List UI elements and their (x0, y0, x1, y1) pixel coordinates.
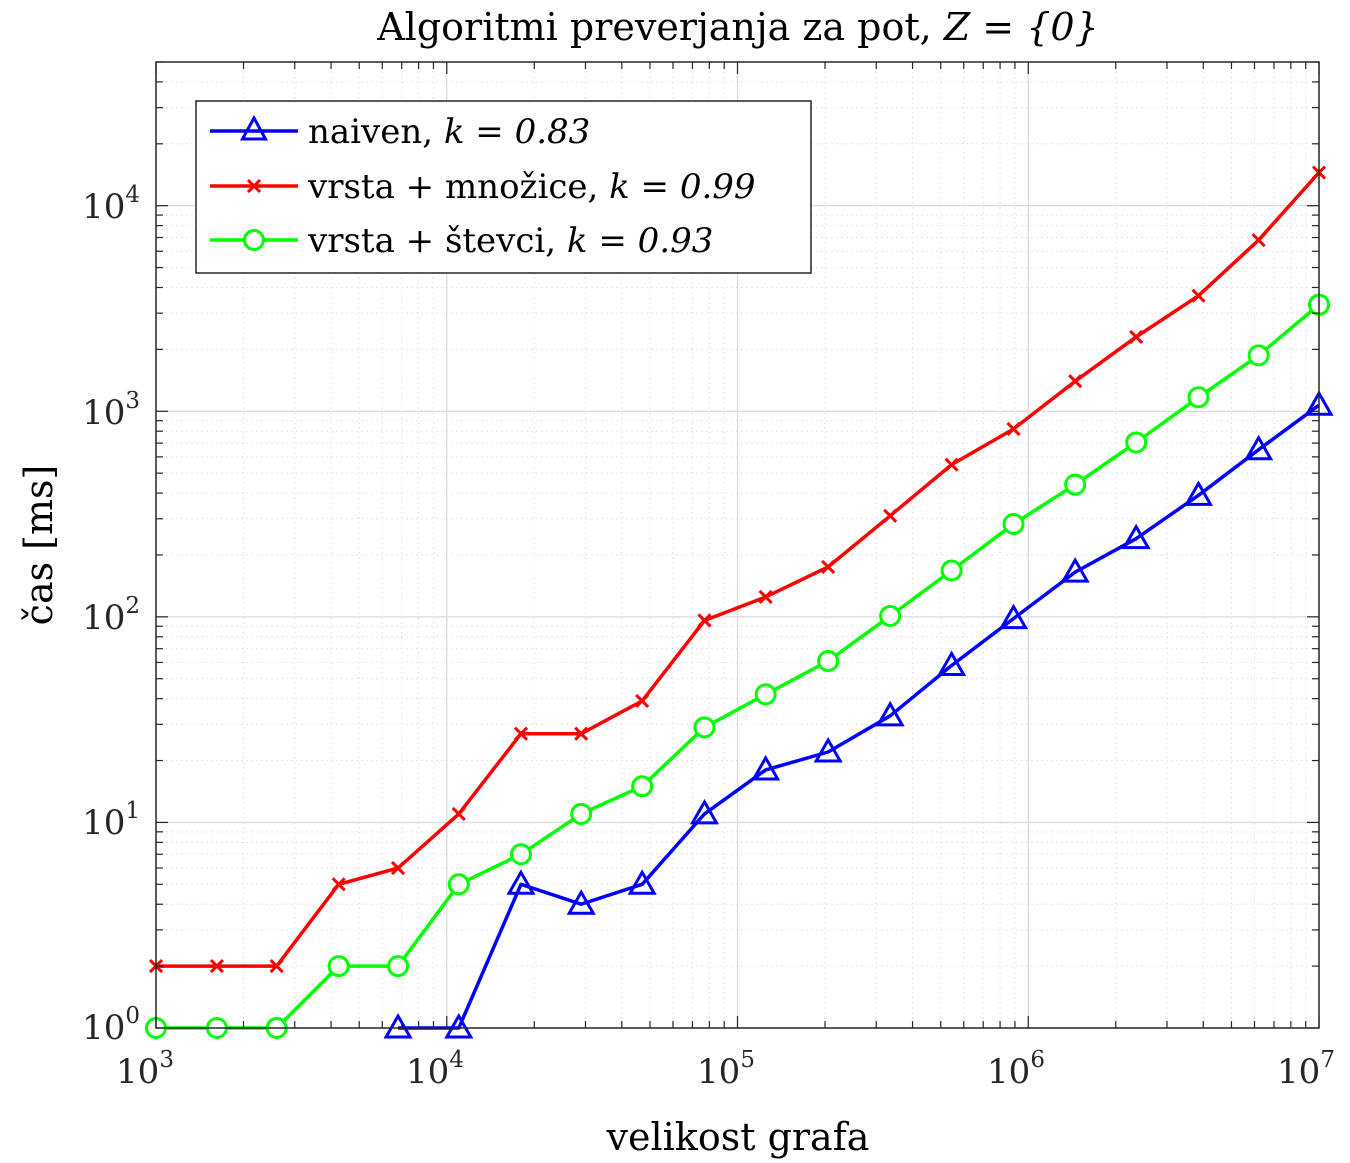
data-point (383, 1012, 413, 1039)
data-point (1187, 386, 1210, 409)
legend-label-mnozice: vrsta + množice, k = 0.99 (307, 167, 756, 207)
data-point (1244, 434, 1274, 461)
data-point (1060, 557, 1090, 583)
data-point (1064, 473, 1087, 496)
y-tick-label: 103 (82, 388, 140, 433)
data-point (1129, 329, 1144, 344)
data-point (390, 860, 406, 876)
chart-title-text: Algoritmi preverjanja za pot, (376, 5, 944, 49)
x-marker-icon (246, 178, 262, 194)
data-point (751, 754, 781, 781)
series-layer (145, 165, 1334, 1039)
data-point (697, 613, 712, 628)
circle-marker-icon (243, 229, 265, 251)
chart-title-math: Z = {0} (943, 5, 1099, 49)
data-point (444, 1012, 474, 1039)
legend-item: naiven, k = 0.83 (210, 112, 590, 152)
data-point (331, 877, 346, 892)
series-x (148, 165, 1327, 974)
data-point (1068, 374, 1083, 389)
legend: naiven, k = 0.83 vrsta + množice, k = 0.… (195, 100, 812, 274)
data-point (631, 775, 654, 798)
legend-label-naiven: naiven, k = 0.83 (308, 112, 590, 152)
data-point (879, 604, 902, 627)
series-triangle (383, 390, 1334, 1039)
data-point (693, 716, 716, 739)
x-tick-label: 105 (697, 1047, 755, 1092)
legend-box (195, 100, 812, 274)
tick-marks (155, 61, 1320, 1029)
data-point (875, 700, 905, 727)
legend-label-stevci: vrsta + števci, k = 0.93 (307, 221, 713, 261)
data-point (566, 889, 596, 915)
data-point (1125, 431, 1148, 454)
y-axis-label: čas [ms] (17, 465, 61, 626)
data-point (327, 955, 350, 978)
data-point (754, 683, 777, 706)
triangle-marker-icon (239, 114, 269, 141)
data-point (1247, 344, 1270, 367)
data-point (944, 457, 959, 472)
data-point (937, 650, 967, 676)
data-point (574, 726, 589, 741)
series-line (156, 171, 1321, 968)
data-point (635, 693, 650, 708)
data-point (1002, 512, 1025, 535)
data-point (1006, 421, 1021, 437)
data-point (506, 869, 536, 895)
data-point (1191, 288, 1206, 303)
series-line (398, 403, 1321, 1030)
x-tick-label: 103 (116, 1047, 174, 1092)
data-point (447, 873, 470, 896)
data-point (689, 798, 720, 825)
data-point (1183, 480, 1214, 506)
data-point (883, 508, 898, 523)
data-point (813, 737, 843, 763)
series-circle (145, 293, 1330, 1039)
y-tick-labels: 100 101 102 103 104 (82, 182, 140, 1048)
y-tick-label: 102 (82, 593, 140, 638)
data-point (451, 806, 466, 821)
data-point (821, 559, 836, 574)
data-point (1251, 233, 1266, 248)
data-point (998, 603, 1029, 630)
data-point (1121, 523, 1151, 550)
legend-item: vrsta + množice, k = 0.99 (210, 167, 756, 207)
data-point (387, 955, 410, 978)
x-tick-labels: 103 104 105 106 107 (116, 1047, 1335, 1092)
x-axis-label: velikost grafa (606, 1115, 870, 1159)
data-point (513, 726, 529, 741)
legend-item: vrsta + števci, k = 0.93 (210, 221, 713, 261)
data-point (209, 959, 224, 974)
data-point (940, 559, 963, 582)
data-point (570, 802, 593, 825)
data-point (758, 589, 773, 604)
x-tick-label: 104 (406, 1047, 464, 1092)
x-tick-label: 107 (1277, 1047, 1335, 1092)
y-tick-label: 100 (82, 1003, 140, 1048)
data-point (817, 649, 840, 672)
y-tick-label: 101 (82, 798, 140, 843)
data-point (627, 869, 657, 895)
x-tick-label: 106 (987, 1047, 1045, 1092)
data-point (509, 843, 532, 866)
data-point (269, 959, 284, 974)
chart-title: Algoritmi preverjanja za pot, Z = {0} (376, 5, 1099, 49)
y-tick-label: 104 (82, 182, 140, 227)
